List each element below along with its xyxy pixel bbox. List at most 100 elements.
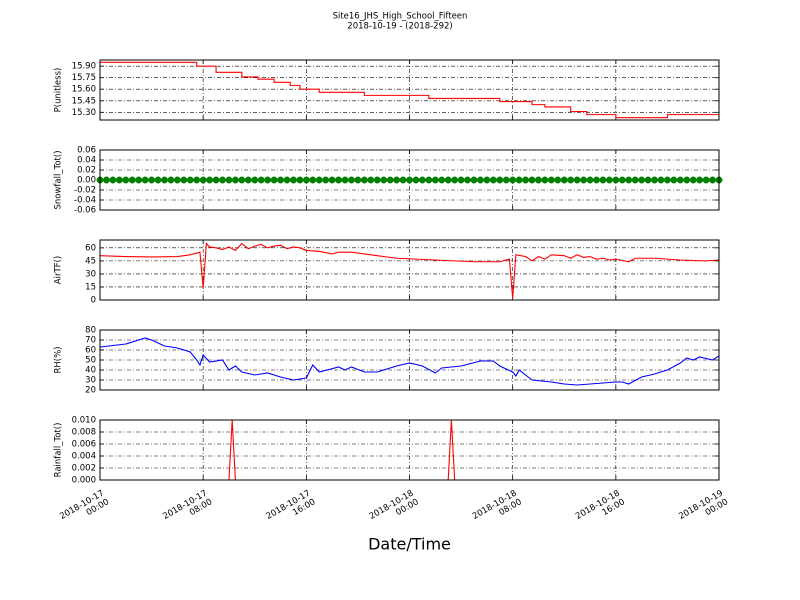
data-point (173, 176, 181, 184)
data-point (496, 176, 504, 184)
y-tick-label: 50 (85, 356, 96, 366)
data-line (100, 61, 719, 119)
data-point (451, 176, 459, 184)
data-point (154, 176, 162, 184)
plot-frame (99, 419, 720, 481)
data-point (206, 176, 214, 184)
data-point (335, 176, 343, 184)
y-tick-label: 15.90 (72, 62, 96, 72)
data-point (541, 176, 549, 184)
y-tick-label: 0.010 (72, 416, 96, 426)
y-tick-label: 0.002 (72, 464, 96, 474)
y-tick-label: 80 (85, 326, 96, 336)
plot-frame (99, 59, 720, 121)
plot-frame (99, 239, 720, 301)
y-axis-label: P(unitless) (54, 68, 64, 113)
y-axis-label: AirTF() (54, 256, 64, 284)
data-point (212, 176, 220, 184)
data-point (593, 176, 600, 184)
data-point (309, 176, 317, 184)
y-tick-label: 60 (85, 243, 96, 253)
data-point (663, 176, 671, 184)
data-point (283, 176, 291, 184)
data-point (689, 176, 697, 184)
data-point (270, 176, 278, 184)
data-point (328, 176, 336, 184)
y-tick-label: 0.004 (72, 452, 96, 462)
data-line (100, 337, 719, 386)
data-point (257, 176, 265, 184)
data-point (367, 176, 375, 184)
y-tick-label: -0.06 (74, 206, 96, 216)
data-point (631, 176, 639, 184)
data-point (702, 176, 710, 184)
data-point (193, 176, 201, 184)
y-tick-label: 0 (91, 296, 96, 306)
y-tick-label: 0.00 (77, 176, 96, 186)
data-point (476, 176, 484, 184)
data-point (277, 176, 284, 184)
y-tick-label: 0.008 (72, 428, 96, 438)
data-point (161, 176, 168, 184)
data-point (657, 176, 665, 184)
data-point (102, 176, 110, 184)
y-tick-label: 30 (85, 269, 96, 279)
data-point (638, 176, 646, 184)
data-point (296, 176, 304, 184)
data-point (457, 176, 465, 184)
data-point (696, 176, 704, 184)
data-point (560, 176, 568, 184)
y-tick-label: 70 (85, 336, 96, 346)
data-point (141, 176, 149, 184)
data-point (302, 176, 310, 184)
data-point (644, 176, 652, 184)
data-point (573, 176, 581, 184)
data-point (180, 176, 188, 184)
data-point (483, 176, 491, 184)
data-point (528, 176, 536, 184)
y-axis-label: RH(%) (54, 346, 64, 373)
data-point (535, 176, 542, 184)
data-point (128, 176, 136, 184)
data-point (599, 176, 607, 184)
data-point (676, 176, 684, 184)
data-line (100, 420, 719, 480)
data-point (489, 176, 497, 184)
data-point (502, 176, 510, 184)
data-point (612, 176, 620, 184)
data-point (683, 176, 691, 184)
y-tick-label: -0.04 (74, 196, 96, 206)
data-point (464, 176, 471, 184)
data-point (219, 176, 226, 184)
y-tick-label: 15.30 (72, 108, 96, 118)
y-tick-label: 0.006 (72, 440, 96, 450)
y-tick-label: 20 (85, 386, 96, 396)
data-point (386, 176, 394, 184)
data-point (348, 176, 355, 184)
data-point (618, 176, 626, 184)
data-point (554, 176, 562, 184)
data-point (238, 176, 246, 184)
data-point (431, 176, 439, 184)
data-point (167, 176, 175, 184)
y-tick-label: 0.04 (77, 156, 96, 166)
data-point (625, 176, 633, 184)
data-point (109, 176, 117, 184)
y-axis-label: Snowfall_Tot() (54, 150, 64, 209)
data-point (322, 176, 330, 184)
data-point (148, 176, 156, 184)
y-tick-label: 15.45 (72, 96, 96, 106)
plot-frame (99, 329, 720, 391)
data-point (709, 176, 717, 184)
data-point (586, 176, 594, 184)
data-point (399, 176, 407, 184)
data-point (438, 176, 446, 184)
y-tick-label: 30 (85, 376, 96, 386)
data-point (605, 176, 613, 184)
data-point (412, 176, 420, 184)
figure-title: Site16_JHS_High_School_Fifteen (333, 12, 468, 22)
data-point (444, 176, 452, 184)
plot-frame (99, 149, 720, 211)
data-point (580, 176, 588, 184)
